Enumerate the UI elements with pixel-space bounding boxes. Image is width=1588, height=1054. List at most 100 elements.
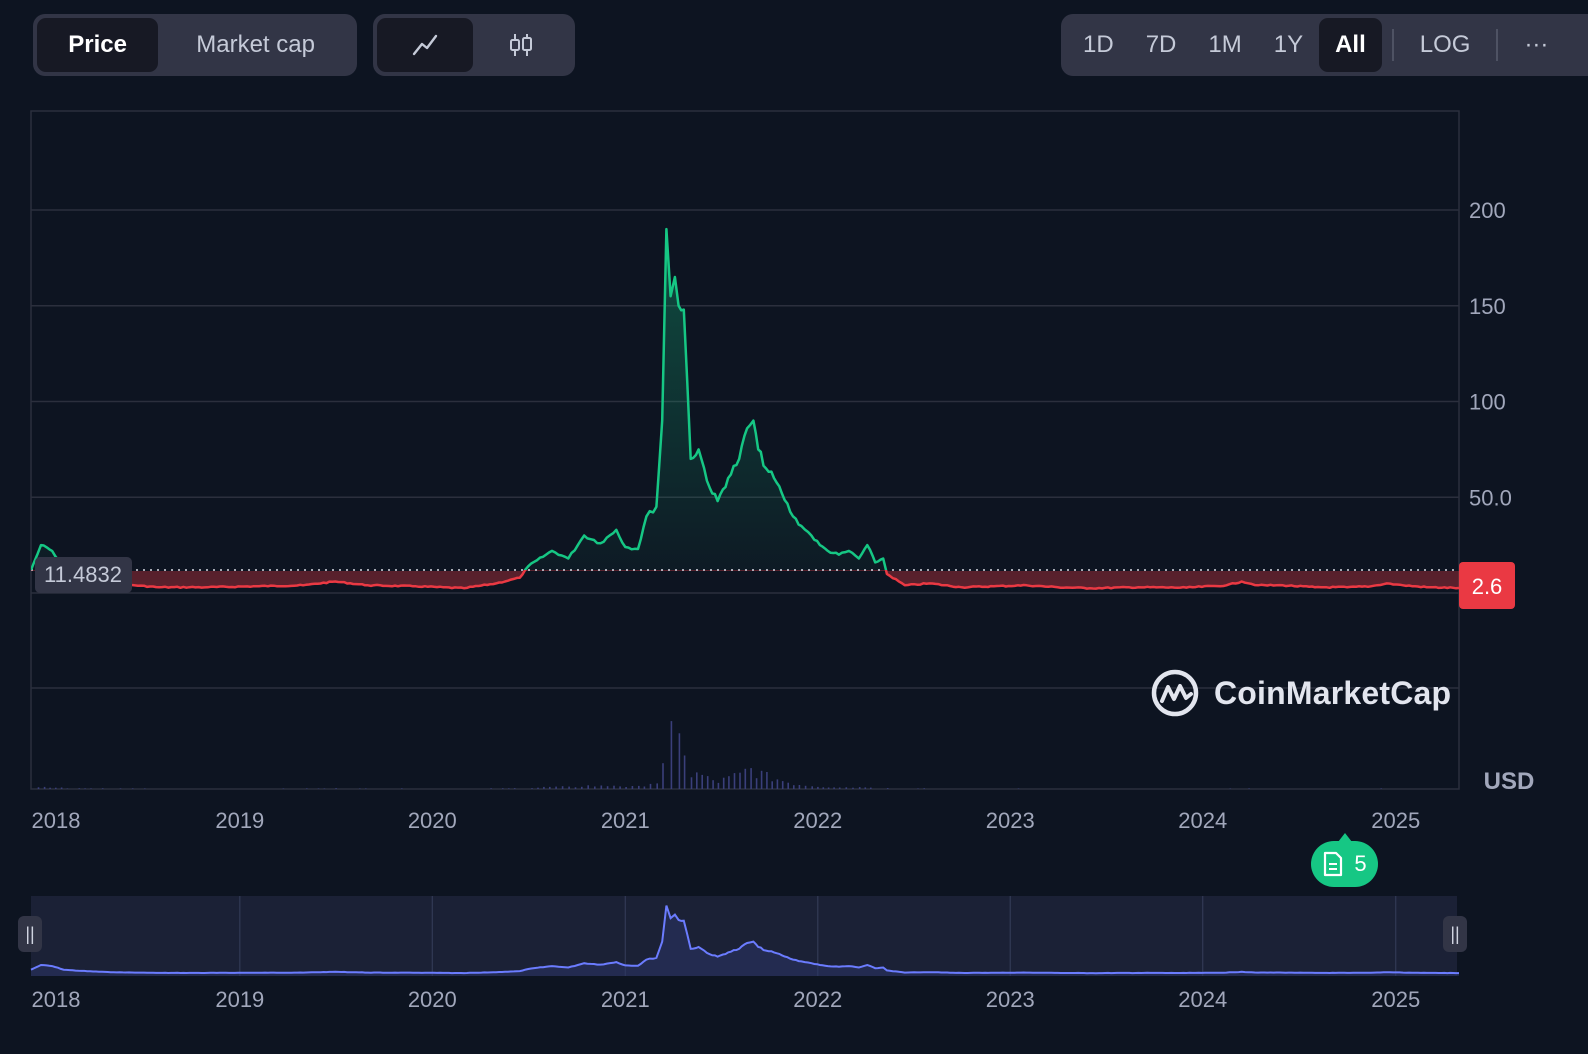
tab-price[interactable]: Price [37,18,159,72]
volume-bar [656,783,658,789]
volume-bar [513,788,516,789]
navigator-x-ticks: 2018 2019 2020 2021 2022 2023 2024 2025 [32,987,1421,1012]
volume-bar [502,788,504,789]
volume-bar [606,786,609,789]
x-tick-label: 2023 [986,808,1035,833]
chart-type-tabs [373,14,575,76]
volume-bar [568,786,570,789]
x-tick-label: 2022 [793,808,842,833]
volume-bar [776,779,779,789]
document-icon [1324,851,1343,877]
volume-bar [625,787,627,789]
volume-bar [771,781,773,789]
navigator-tick-label: 2025 [1371,987,1420,1012]
volume-bar [508,788,510,789]
reference-price-box [35,557,132,593]
volume-bar [717,782,720,789]
volume-bar [793,785,795,789]
volume-bar [845,787,848,789]
volume-bar [306,788,308,789]
volume-bar [613,785,615,789]
range-7d-button[interactable]: 7D [1145,31,1177,58]
volume-bar [858,787,861,789]
tab-market-cap[interactable]: Market cap [196,31,315,58]
volume-bar [817,786,819,789]
range-1d-button[interactable]: 1D [1083,31,1114,58]
volume-bar [722,777,725,789]
reference-price-label: 11.4832 [44,562,122,587]
volume-bar [490,788,492,789]
volume-bar [638,785,640,789]
volume-bar [643,786,646,789]
navigator-area [31,905,1459,976]
volume-bar [886,788,889,789]
range-1y-button[interactable]: 1Y [1273,31,1304,58]
price-area-below [31,570,1459,589]
navigator-tick-label: 2020 [408,987,457,1012]
news-badge[interactable]: 5 [1311,833,1378,887]
volume-bar [561,786,564,789]
x-tick-label: 2020 [408,808,457,833]
volume-bar [282,788,285,789]
volume-bar [631,786,634,789]
volume-bar [49,787,51,789]
volume-bar [750,768,752,789]
volume-bar [55,787,57,789]
volume-bar [581,786,583,789]
volume-bar [712,780,714,789]
toolbar-divider [1391,29,1394,61]
y-tick-label: 100 [1469,390,1506,415]
volume-bar [838,787,841,789]
volume-bar [744,768,747,789]
line-chart-button[interactable] [377,18,473,72]
volume-bar [696,772,698,789]
volume-bar [822,787,825,789]
volume-bar [574,787,577,789]
volume-bar [670,721,673,789]
range-1m-button[interactable]: 1M [1208,31,1242,58]
volume-bar [678,733,681,789]
volume-bar [755,778,758,789]
current-price-label: 2.6 [1472,574,1503,599]
log-scale-button[interactable]: LOG [1419,31,1471,58]
more-options-button[interactable]: ··· [1524,31,1549,58]
volume-bar [649,783,652,789]
price-line-up [31,227,888,570]
volume-bar [594,786,596,789]
volume-bar [84,788,86,789]
volume-bar [537,787,539,789]
volume-bar [600,785,603,789]
metric-tabs: Price Market cap [33,14,357,76]
volume-bar [90,788,92,789]
y-tick-label: 150 [1469,294,1506,319]
volume-bar [543,786,545,789]
volume-bar [739,772,741,789]
volume-bar [662,763,664,789]
volume-bar [804,785,807,789]
y-tick-label: 50.0 [1469,485,1512,510]
volume-bar [66,788,69,789]
volume-bar [549,786,551,789]
candlestick-chart-button[interactable] [473,18,569,72]
x-tick-label: 2024 [1178,808,1227,833]
news-badge-count: 5 [1354,851,1367,876]
volume-bar [1380,788,1382,789]
volume-bar [852,787,854,789]
navigator[interactable]: 2018 2019 2020 2021 2022 2023 2024 2025 [30,896,1459,1012]
volume-bar [43,786,46,789]
x-axis-ticks: 2018 2019 2020 2021 2022 2023 2024 2025 [32,808,1421,833]
volume-bar [1229,788,1232,789]
volume-bar [101,788,104,789]
range-all-button[interactable]: All [1319,18,1382,72]
navigator-left-handle[interactable]: || [18,916,42,952]
volume-bar [690,777,693,789]
volume-bar [359,788,361,789]
volume-bar [37,787,40,789]
navigator-right-handle[interactable]: || [1443,916,1467,952]
x-tick-label: 2019 [215,808,264,833]
volume-bar [827,787,830,789]
coinmarketcap-watermark: CoinMarketCap [1150,668,1451,718]
volume-bar [870,787,872,789]
volume-bar [781,781,784,789]
